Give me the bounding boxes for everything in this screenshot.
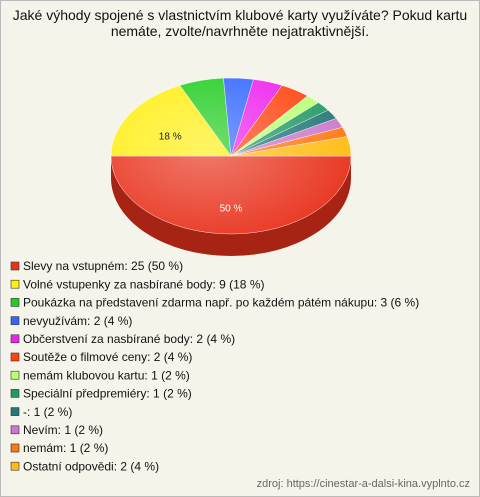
legend-label: Občerstvení za nasbírané body: 2 (4 %) (23, 332, 235, 346)
legend-label: nemám klubovou kartu: 1 (2 %) (23, 368, 190, 382)
legend-label: Speciální předpremiéry: 1 (2 %) (23, 387, 192, 401)
data-label: 50 % (220, 203, 243, 214)
legend-swatch (10, 370, 20, 380)
legend-swatch (10, 261, 20, 271)
legend-label: Slevy na vstupném: 25 (50 %) (23, 259, 183, 273)
legend-swatch (10, 316, 20, 325)
legend-swatch (10, 425, 20, 435)
legend-swatch (10, 279, 20, 289)
legend-swatch (10, 443, 20, 453)
legend-label: nevyužívám: 2 (4 %) (23, 314, 132, 328)
legend-label: Volné vstupenky za nasbírané body: 9 (18… (23, 277, 264, 291)
legend-swatch (10, 352, 20, 362)
legend-label: Nevím: 1 (2 %) (23, 423, 103, 437)
legend-swatch (10, 298, 20, 307)
legend-swatch (10, 334, 20, 344)
legend-swatch (10, 407, 20, 416)
source: zdroj: https://cinestar-a-dalsi-kina.vyp… (257, 478, 470, 490)
chart-title: Jaké výhody spojené s vlastnictvím klubo… (12, 7, 468, 39)
legend-label: Poukázka na představení zdarma např. po … (23, 296, 419, 310)
legend-swatch (10, 389, 20, 398)
legend-label: -: 1 (2 %) (23, 405, 72, 419)
legend-label: nemám: 1 (2 %) (23, 441, 108, 455)
data-label: 18 % (159, 132, 182, 143)
legend-label: Ostatní odpovědi: 2 (4 %) (23, 459, 159, 473)
legend-swatch (10, 461, 20, 471)
legend-label: Soutěže o filmové ceny: 2 (4 %) (23, 350, 192, 364)
